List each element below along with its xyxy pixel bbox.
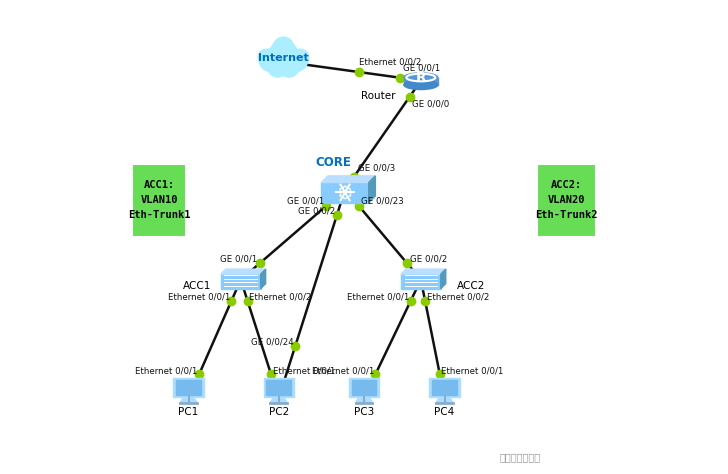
Polygon shape [404,78,438,85]
Text: GE 0/0/0: GE 0/0/0 [412,100,449,108]
Text: Ethernet 0/0/2: Ethernet 0/0/2 [359,57,422,66]
Circle shape [269,40,298,69]
Text: GE 0/0/1: GE 0/0/1 [403,63,440,72]
Text: ACC1:
VLAN10
Eth-Trunk1: ACC1: VLAN10 Eth-Trunk1 [127,181,190,220]
Ellipse shape [404,80,438,90]
Text: Ethernet 0/0/2: Ethernet 0/0/2 [427,293,489,301]
Polygon shape [261,269,266,289]
Text: Ethernet 0/0/1: Ethernet 0/0/1 [347,293,409,301]
Text: GE 0/0/1: GE 0/0/1 [287,197,324,206]
Text: Router: Router [361,91,395,101]
Text: GE 0/0/1: GE 0/0/1 [220,254,257,263]
Text: CORE: CORE [315,156,351,170]
Polygon shape [349,378,379,397]
Circle shape [292,49,309,66]
Text: Ethernet 0/0/1: Ethernet 0/0/1 [272,366,335,375]
Polygon shape [264,378,294,397]
Polygon shape [321,182,369,203]
Text: Internet: Internet [258,53,309,64]
Text: ACC2: ACC2 [456,281,485,291]
Text: PC2: PC2 [269,407,289,417]
Ellipse shape [404,73,438,82]
Text: GE 0/0/3: GE 0/0/3 [358,164,395,173]
Text: PC1: PC1 [178,407,199,417]
Circle shape [273,37,293,57]
Text: R: R [416,71,427,85]
Text: GE 0/0/2: GE 0/0/2 [298,206,336,215]
Polygon shape [436,397,453,403]
Polygon shape [221,274,261,289]
FancyBboxPatch shape [132,164,186,237]
Polygon shape [266,380,291,395]
Text: Ethernet 0/0/2: Ethernet 0/0/2 [249,293,312,301]
Polygon shape [432,380,457,395]
Text: Ethernet 0/0/1: Ethernet 0/0/1 [312,366,374,375]
Polygon shape [176,380,201,395]
Polygon shape [221,269,266,274]
Polygon shape [356,397,372,403]
Text: Ethernet 0/0/1: Ethernet 0/0/1 [135,366,197,375]
Text: PC3: PC3 [354,407,374,417]
Text: Ethernet 0/0/1: Ethernet 0/0/1 [441,366,504,375]
Text: GE 0/0/23: GE 0/0/23 [361,197,404,206]
Text: ACC1: ACC1 [183,281,211,291]
Polygon shape [181,397,197,403]
Polygon shape [440,269,446,289]
Polygon shape [352,380,376,395]
Polygon shape [321,176,376,182]
Circle shape [259,49,281,71]
Circle shape [258,49,274,66]
Text: 工程汪进阶之路: 工程汪进阶之路 [500,452,541,462]
Polygon shape [401,274,440,289]
Text: PC4: PC4 [435,407,455,417]
FancyBboxPatch shape [537,164,596,237]
Text: ACC2:
VLAN20
Eth-Trunk2: ACC2: VLAN20 Eth-Trunk2 [535,181,598,220]
Polygon shape [270,397,287,403]
Text: Ethernet 0/0/1: Ethernet 0/0/1 [167,293,230,301]
Polygon shape [173,378,204,397]
Circle shape [267,56,288,77]
Text: GE 0/0/24: GE 0/0/24 [251,338,294,346]
Circle shape [285,49,308,71]
Polygon shape [430,378,460,397]
Text: GE 0/0/2: GE 0/0/2 [410,254,447,263]
Polygon shape [401,269,446,274]
Circle shape [279,56,299,77]
Polygon shape [369,176,376,203]
